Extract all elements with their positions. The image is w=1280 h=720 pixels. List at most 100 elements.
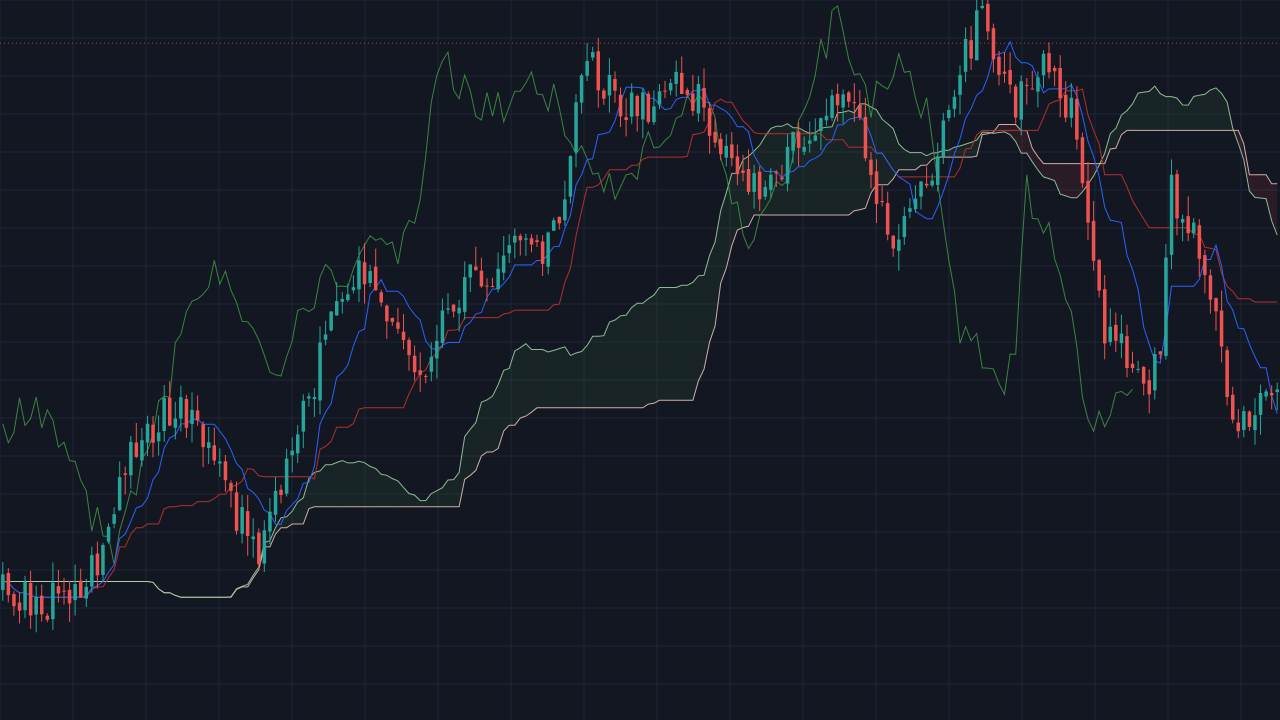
candle-body[interactable]: [1047, 53, 1051, 73]
candle-body[interactable]: [101, 545, 105, 575]
candle[interactable]: [969, 25, 973, 70]
candle[interactable]: [1175, 169, 1179, 236]
candle[interactable]: [229, 480, 233, 508]
candle-body[interactable]: [546, 232, 550, 267]
candle[interactable]: [591, 46, 595, 61]
candle[interactable]: [1247, 410, 1252, 431]
candle-body[interactable]: [1019, 81, 1024, 120]
candle[interactable]: [28, 570, 33, 629]
candle[interactable]: [780, 164, 784, 182]
candle[interactable]: [1025, 78, 1029, 105]
candle-body[interactable]: [156, 432, 161, 442]
candle-body[interactable]: [479, 270, 484, 287]
candle[interactable]: [1219, 290, 1224, 363]
candle[interactable]: [819, 117, 823, 151]
candle-body[interactable]: [84, 586, 89, 599]
candle-body[interactable]: [863, 116, 868, 159]
candle-body[interactable]: [1125, 336, 1129, 368]
candle[interactable]: [407, 337, 411, 371]
candle[interactable]: [1236, 409, 1241, 439]
candle[interactable]: [312, 388, 317, 417]
candlesticks[interactable]: [1, 0, 1280, 633]
candle[interactable]: [117, 461, 122, 511]
candle[interactable]: [757, 166, 762, 211]
candle[interactable]: [641, 87, 645, 139]
candle-body[interactable]: [897, 239, 901, 251]
candle-body[interactable]: [318, 342, 322, 401]
candle-body[interactable]: [257, 532, 261, 565]
candle-body[interactable]: [424, 375, 428, 377]
candle-body[interactable]: [290, 450, 294, 456]
candle[interactable]: [1041, 50, 1046, 89]
candle[interactable]: [1231, 386, 1235, 424]
candle-body[interactable]: [752, 173, 756, 192]
candle-body[interactable]: [674, 71, 678, 84]
candle-body[interactable]: [90, 555, 94, 587]
candle-body[interactable]: [975, 10, 979, 61]
candle-body[interactable]: [891, 235, 896, 249]
candle[interactable]: [1091, 201, 1096, 271]
candle[interactable]: [62, 577, 66, 605]
candle[interactable]: [1019, 75, 1024, 136]
candle[interactable]: [1119, 314, 1124, 359]
candle[interactable]: [123, 466, 128, 495]
candle-body[interactable]: [969, 40, 973, 59]
candle[interactable]: [373, 248, 378, 291]
candle-body[interactable]: [496, 268, 500, 289]
candle[interactable]: [151, 416, 155, 458]
candle-body[interactable]: [1108, 326, 1113, 342]
candle[interactable]: [1047, 42, 1051, 79]
candle[interactable]: [129, 435, 133, 489]
candle[interactable]: [785, 134, 790, 192]
candle[interactable]: [145, 415, 150, 456]
candle[interactable]: [257, 528, 261, 571]
candle[interactable]: [1192, 218, 1196, 239]
candle-body[interactable]: [190, 409, 194, 424]
candle-body[interactable]: [602, 90, 606, 99]
candle[interactable]: [535, 234, 539, 247]
candle-body[interactable]: [1, 574, 5, 591]
candle[interactable]: [424, 374, 428, 384]
candle[interactable]: [1064, 81, 1068, 123]
candle[interactable]: [808, 121, 812, 153]
candle[interactable]: [1030, 70, 1035, 90]
candle[interactable]: [724, 134, 729, 167]
candle[interactable]: [958, 65, 962, 115]
candle-body[interactable]: [652, 106, 656, 123]
candle-body[interactable]: [307, 396, 311, 399]
candle[interactable]: [240, 495, 244, 544]
candle[interactable]: [474, 246, 478, 271]
candle[interactable]: [980, 0, 985, 10]
candle-body[interactable]: [1114, 324, 1118, 341]
candle-body[interactable]: [1214, 298, 1218, 312]
candle[interactable]: [719, 133, 723, 161]
candle-body[interactable]: [757, 171, 762, 200]
candle-body[interactable]: [385, 305, 389, 322]
candle-body[interactable]: [691, 93, 695, 111]
candle[interactable]: [507, 234, 512, 263]
candle-body[interactable]: [680, 72, 684, 94]
candle-body[interactable]: [1119, 333, 1124, 344]
candle-body[interactable]: [535, 240, 539, 242]
candle-body[interactable]: [735, 156, 740, 175]
candle[interactable]: [156, 415, 161, 456]
candle-body[interactable]: [1091, 220, 1096, 261]
candle-body[interactable]: [485, 285, 489, 287]
candle[interactable]: [23, 575, 27, 619]
candle-body[interactable]: [1253, 415, 1257, 431]
candle[interactable]: [835, 83, 840, 122]
candle[interactable]: [730, 132, 734, 167]
candle-body[interactable]: [513, 235, 517, 243]
candle[interactable]: [67, 580, 72, 622]
candle[interactable]: [84, 578, 89, 607]
candle[interactable]: [485, 278, 489, 302]
candle-body[interactable]: [852, 102, 857, 104]
candle[interactable]: [279, 484, 283, 504]
candle-body[interactable]: [1136, 368, 1140, 370]
candle[interactable]: [435, 324, 439, 379]
candle[interactable]: [1008, 52, 1012, 94]
candle[interactable]: [401, 314, 406, 350]
candle[interactable]: [1275, 382, 1280, 411]
candle[interactable]: [429, 342, 434, 382]
candle[interactable]: [1147, 369, 1152, 414]
